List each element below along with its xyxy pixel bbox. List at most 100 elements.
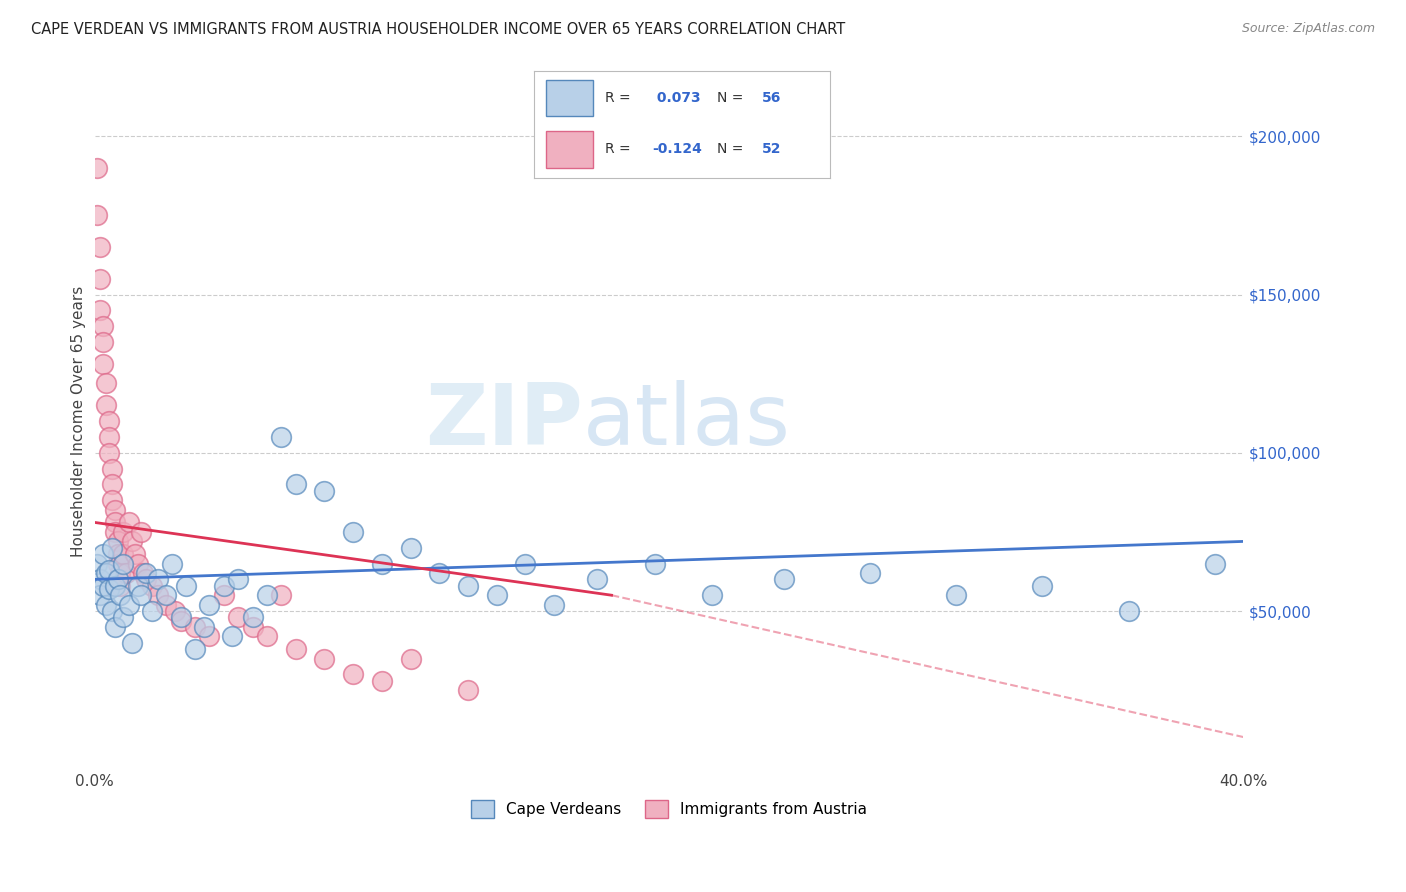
Text: Source: ZipAtlas.com: Source: ZipAtlas.com: [1241, 22, 1375, 36]
Point: [104, 516, 127, 530]
Point: [97, 430, 120, 444]
Point: [97, 563, 120, 577]
Text: R =: R =: [605, 143, 631, 156]
Point: [121, 534, 143, 549]
Text: ZIP: ZIP: [425, 380, 583, 463]
Point: [135, 573, 157, 587]
Point: [184, 620, 207, 634]
Point: [112, 524, 135, 539]
Text: N =: N =: [717, 143, 744, 156]
Text: 0.073: 0.073: [652, 91, 702, 105]
Point: [91, 319, 114, 334]
Point: [176, 579, 198, 593]
Point: [129, 524, 152, 539]
Point: [135, 566, 157, 580]
Point: [256, 588, 278, 602]
Point: [141, 604, 163, 618]
Point: [270, 588, 292, 602]
Point: [104, 620, 127, 634]
Point: [86, 208, 108, 222]
Point: [399, 541, 422, 555]
Point: [104, 524, 127, 539]
Point: [198, 629, 221, 643]
Point: [97, 582, 120, 596]
Point: [101, 493, 124, 508]
Point: [170, 610, 193, 624]
Point: [284, 477, 307, 491]
Point: [371, 673, 394, 688]
Point: [1204, 557, 1226, 571]
Bar: [546, 131, 593, 168]
Point: [515, 557, 537, 571]
Point: [107, 547, 129, 561]
Point: [371, 557, 394, 571]
Point: [124, 547, 146, 561]
Point: [314, 651, 336, 665]
Point: [342, 524, 364, 539]
Point: [427, 566, 450, 580]
Point: [91, 334, 114, 349]
Point: [94, 598, 117, 612]
Text: -0.124: -0.124: [652, 143, 702, 156]
Point: [543, 598, 565, 612]
Point: [118, 598, 141, 612]
Point: [91, 357, 114, 371]
Point: [91, 547, 114, 561]
Point: [160, 557, 183, 571]
Point: [184, 642, 207, 657]
Point: [457, 579, 479, 593]
Point: [89, 588, 111, 602]
Point: [132, 566, 155, 580]
Point: [118, 516, 141, 530]
Point: [107, 534, 129, 549]
Point: [112, 610, 135, 624]
Point: [146, 573, 169, 587]
Point: [110, 566, 132, 580]
Point: [198, 598, 221, 612]
Text: 56: 56: [762, 91, 780, 105]
Point: [1031, 579, 1053, 593]
Point: [89, 303, 111, 318]
Point: [94, 398, 117, 412]
Text: R =: R =: [605, 91, 631, 105]
Point: [91, 579, 114, 593]
Point: [242, 620, 264, 634]
Point: [221, 629, 243, 643]
Point: [127, 579, 149, 593]
Text: atlas: atlas: [583, 380, 790, 463]
Point: [193, 620, 215, 634]
Point: [86, 557, 108, 571]
Point: [226, 573, 249, 587]
Point: [104, 579, 127, 593]
Point: [399, 651, 422, 665]
Point: [226, 610, 249, 624]
Point: [256, 629, 278, 643]
Point: [89, 573, 111, 587]
Point: [586, 573, 609, 587]
Point: [945, 588, 967, 602]
Point: [127, 557, 149, 571]
Legend: Cape Verdeans, Immigrants from Austria: Cape Verdeans, Immigrants from Austria: [465, 794, 873, 824]
Point: [270, 430, 292, 444]
Point: [141, 579, 163, 593]
Point: [457, 683, 479, 698]
Point: [89, 240, 111, 254]
Point: [212, 588, 235, 602]
Text: CAPE VERDEAN VS IMMIGRANTS FROM AUSTRIA HOUSEHOLDER INCOME OVER 65 YEARS CORRELA: CAPE VERDEAN VS IMMIGRANTS FROM AUSTRIA …: [31, 22, 845, 37]
Text: N =: N =: [717, 91, 744, 105]
Point: [112, 557, 135, 571]
Point: [97, 446, 120, 460]
Point: [101, 461, 124, 475]
Point: [107, 557, 129, 571]
Y-axis label: Householder Income Over 65 years: Householder Income Over 65 years: [72, 285, 86, 557]
Point: [163, 604, 186, 618]
Point: [314, 483, 336, 498]
Point: [104, 502, 127, 516]
Point: [284, 642, 307, 657]
Point: [121, 636, 143, 650]
Point: [97, 414, 120, 428]
Point: [644, 557, 666, 571]
Point: [112, 547, 135, 561]
Point: [101, 604, 124, 618]
Point: [107, 573, 129, 587]
